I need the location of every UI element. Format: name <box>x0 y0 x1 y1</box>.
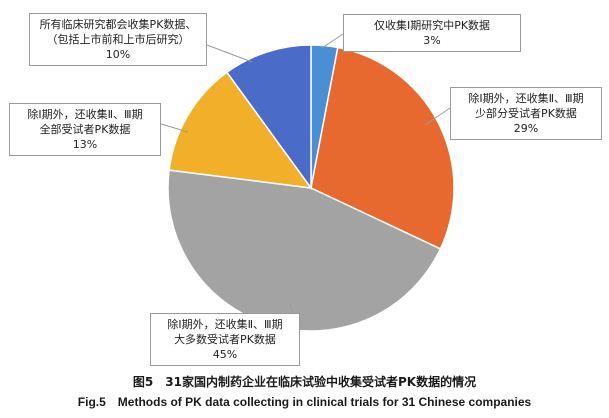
leader-10pct <box>206 44 253 63</box>
callout-13pct-percent: 13% <box>72 138 98 151</box>
callout-29pct-percent: 29% <box>513 122 539 135</box>
callout-45pct-line2: 大多数受试者PK数据 <box>174 333 276 346</box>
callout-13pct: 除Ⅰ期外，还收集Ⅱ、Ⅲ期 全部受试者PK数据 13% <box>9 103 161 156</box>
callout-3pct-percent: 3% <box>423 34 441 47</box>
figure-caption-cn: 图5 31家国内制药企业在临床试验中收集受试者PK数据的情况 <box>132 375 477 389</box>
figure-caption-en: Fig.5 Methods of PK data collecting in c… <box>77 395 532 409</box>
leader-13pct <box>160 123 189 133</box>
callout-10pct-line1: 所有临床研究都会收集PK数据、 <box>39 18 197 31</box>
slice-29pct <box>310 46 455 250</box>
leader-lines <box>160 33 451 331</box>
callout-10pct-line2: （包括上市前和上市后研究） <box>46 33 190 46</box>
callout-10pct-percent: 10% <box>105 48 131 61</box>
slice-10pct <box>225 44 312 191</box>
callout-13pct-line1: 除Ⅰ期外，还收集Ⅱ、Ⅲ期 <box>27 108 143 121</box>
slice-13pct <box>168 71 313 189</box>
callout-3pct-line1: 仅收集Ⅰ期研究中PK数据 <box>373 19 491 32</box>
callout-13pct-line2: 全部受试者PK数据 <box>39 123 131 136</box>
leader-3pct <box>321 33 344 49</box>
callout-45pct: 除Ⅰ期外，还收集Ⅱ、Ⅲ期 大多数受试者PK数据 45% <box>150 313 300 366</box>
callout-29pct-line1: 除Ⅰ期外，还收集Ⅱ、Ⅲ期 <box>468 92 584 105</box>
leader-29pct <box>424 107 451 126</box>
callout-29pct-line2: 少部分受试者PK数据 <box>475 107 577 120</box>
callout-45pct-line1: 除Ⅰ期外，还收集Ⅱ、Ⅲ期 <box>167 318 283 331</box>
callout-29pct: 除Ⅰ期外，还收集Ⅱ、Ⅲ期 少部分受试者PK数据 29% <box>450 87 602 140</box>
callout-10pct: 所有临床研究都会收集PK数据、 （包括上市前和上市后研究） 10% <box>29 13 207 66</box>
callout-3pct: 仅收集Ⅰ期研究中PK数据 3% <box>343 14 521 52</box>
pie-slices <box>167 44 455 332</box>
callout-45pct-percent: 45% <box>212 348 238 361</box>
